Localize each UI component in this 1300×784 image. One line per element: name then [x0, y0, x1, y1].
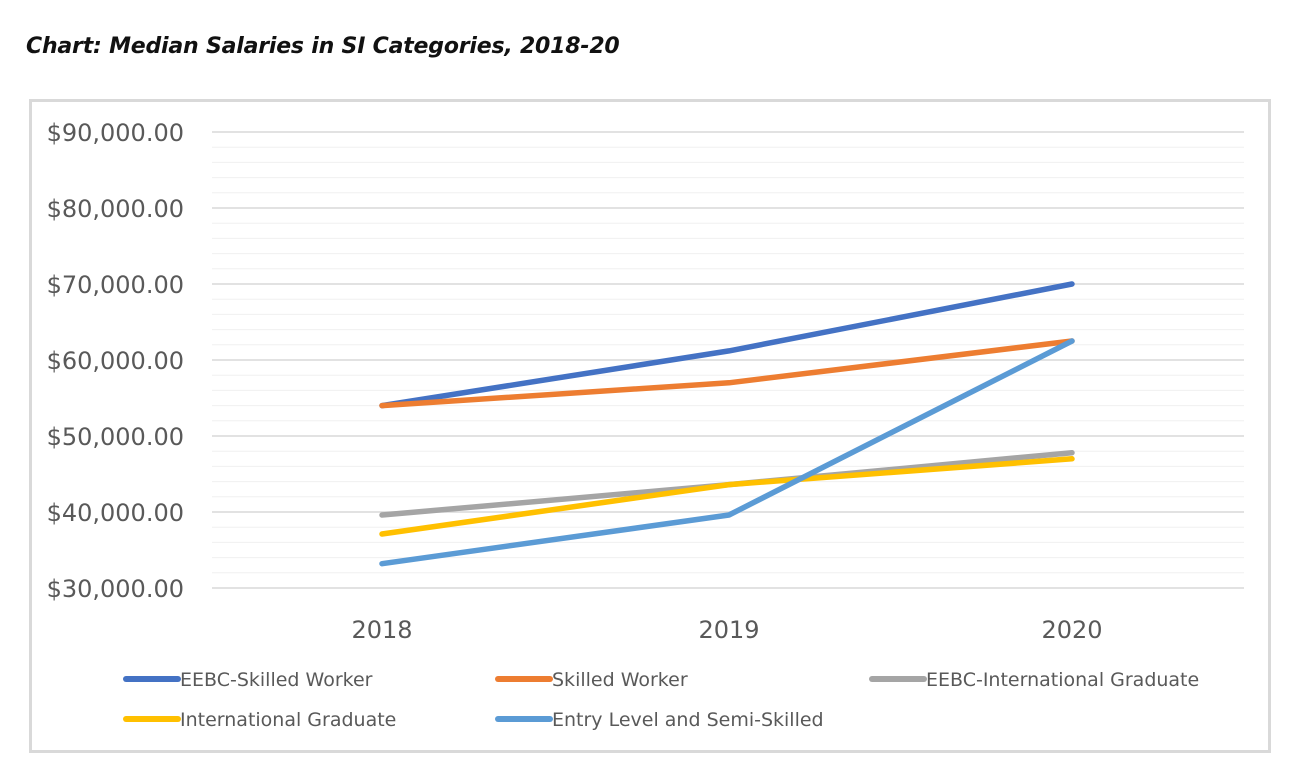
y-tick-label: $90,000.00	[47, 119, 184, 147]
legend-item-skilled-worker: Skilled Worker	[495, 669, 688, 691]
x-tick-label: 2018	[351, 616, 412, 644]
y-axis-ticks: $30,000.00 $40,000.00 $50,000.00 $60,000.00…	[47, 119, 184, 603]
chart-frame: $30,000.00 $40,000.00 $50,000.00 $60,000.00…	[29, 99, 1271, 753]
legend-item-entry-level-and-semi-skilled: Entry Level and Semi-Skilled	[495, 709, 824, 731]
y-tick-label: $80,000.00	[47, 195, 184, 223]
legend-item-eebc-skilled-worker: EEBC-Skilled Worker	[123, 669, 373, 691]
x-tick-label: 2020	[1041, 616, 1102, 644]
legend-label: Entry Level and Semi-Skilled	[552, 709, 824, 731]
series-line-international-graduate	[379, 456, 1075, 537]
series-line-eebc-skilled-worker	[379, 281, 1075, 409]
chart-title: Chart: Median Salaries in SI Categories,…	[26, 34, 620, 59]
series-line-entry-level-and-semi-skilled	[379, 338, 1075, 567]
y-tick-label: $30,000.00	[47, 575, 184, 603]
gridlines	[212, 131, 1244, 589]
chart-svg: $30,000.00 $40,000.00 $50,000.00 $60,000.00…	[47, 119, 1244, 731]
legend-item-international-graduate: International Graduate	[123, 709, 396, 731]
series-lines	[379, 281, 1075, 567]
series-line-skilled-worker	[379, 338, 1075, 409]
x-tick-label: 2019	[698, 616, 759, 644]
y-tick-label: $50,000.00	[47, 423, 184, 451]
legend-item-eebc-international-graduate: EEBC-International Graduate	[869, 669, 1199, 691]
y-tick-label: $70,000.00	[47, 271, 184, 299]
legend-label: International Graduate	[180, 709, 396, 731]
legend: EEBC-Skilled Worker Skilled Worker EEBC-In…	[123, 669, 1199, 731]
legend-label: EEBC-Skilled Worker	[180, 669, 373, 691]
y-tick-label: $40,000.00	[47, 499, 184, 527]
legend-label: Skilled Worker	[552, 669, 688, 691]
y-tick-label: $60,000.00	[47, 347, 184, 375]
x-axis-ticks: 2018 2019 2020	[351, 616, 1102, 644]
legend-label: EEBC-International Graduate	[926, 669, 1199, 691]
